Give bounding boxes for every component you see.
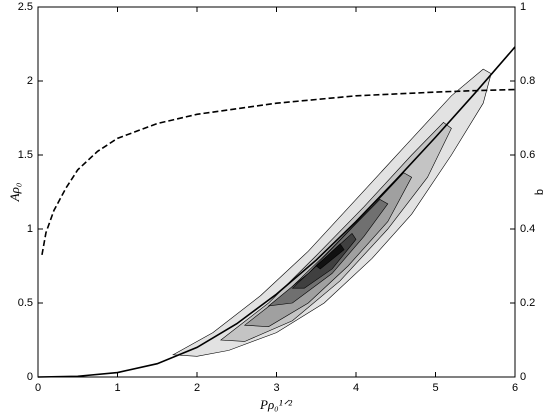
y2-tick-label: 1 <box>520 1 526 13</box>
x-tick-label: 1 <box>114 382 120 394</box>
y2-tick-label: 0.8 <box>520 75 535 87</box>
contour-region <box>315 243 345 270</box>
y2-tick-label: 0.4 <box>520 223 535 235</box>
y-tick-label: 0.5 <box>18 297 33 309</box>
x-tick-label: 4 <box>353 382 359 394</box>
y-tick-label: 0 <box>27 371 33 383</box>
y2-axis-label: q <box>534 189 546 195</box>
y2-tick-label: 0.6 <box>520 149 535 161</box>
contour-region <box>267 199 389 307</box>
y2-tick-label: 0 <box>520 371 526 383</box>
x-tick-label: 6 <box>512 382 518 394</box>
y-axis-label: Aρ₀ <box>7 183 22 203</box>
contour-region <box>220 122 452 342</box>
contour-region <box>172 68 492 357</box>
x-tick-label: 3 <box>273 382 279 394</box>
y2-tick-label: 0.2 <box>520 297 535 309</box>
dashed-curve <box>41 88 516 256</box>
y-tick-label: 1.5 <box>18 149 33 161</box>
y-tick-label: 1 <box>27 223 33 235</box>
x-tick-label: 2 <box>194 382 200 394</box>
x-axis-label: Pρ₀¹ᐟ² <box>259 397 293 412</box>
x-tick-label: 0 <box>35 382 41 394</box>
y-tick-label: 2 <box>27 75 33 87</box>
y-tick-label: 2.5 <box>18 1 33 13</box>
x-tick-label: 5 <box>432 382 438 394</box>
